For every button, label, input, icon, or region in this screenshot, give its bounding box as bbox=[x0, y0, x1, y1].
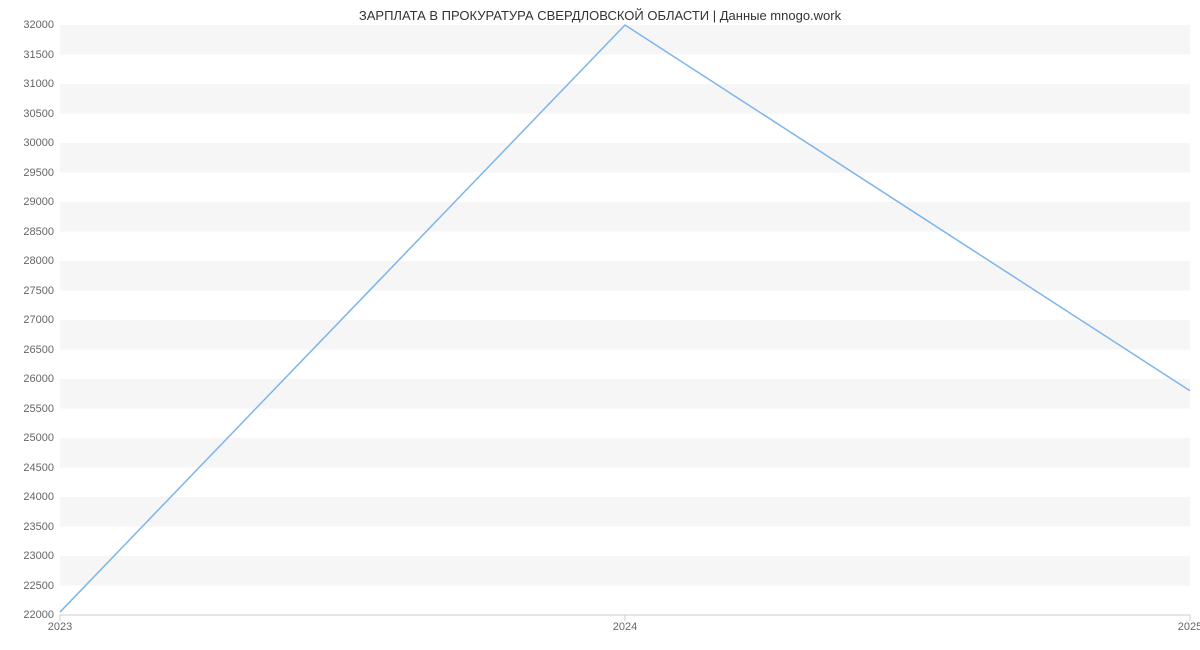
plot-svg bbox=[60, 25, 1190, 615]
chart-title: ЗАРПЛАТА В ПРОКУРАТУРА СВЕРДЛОВСКОЙ ОБЛА… bbox=[0, 8, 1200, 23]
y-tick-label: 26500 bbox=[23, 344, 60, 356]
y-tick-label: 31000 bbox=[23, 78, 60, 90]
plot-area: 2200022500230002350024000245002500025500… bbox=[60, 25, 1190, 615]
y-tick-label: 28000 bbox=[23, 255, 60, 267]
x-tick-label: 2024 bbox=[613, 615, 637, 633]
y-tick-label: 24000 bbox=[23, 491, 60, 503]
x-tick-label: 2023 bbox=[48, 615, 72, 633]
y-tick-label: 27500 bbox=[23, 285, 60, 297]
grid-band bbox=[60, 320, 1190, 350]
y-tick-label: 26000 bbox=[23, 373, 60, 385]
grid-band bbox=[60, 556, 1190, 586]
grid-band bbox=[60, 25, 1190, 55]
y-tick-label: 28500 bbox=[23, 226, 60, 238]
y-tick-label: 25500 bbox=[23, 403, 60, 415]
y-tick-label: 24500 bbox=[23, 462, 60, 474]
grid-band bbox=[60, 143, 1190, 173]
y-tick-label: 30500 bbox=[23, 108, 60, 120]
grid-band bbox=[60, 261, 1190, 291]
salary-line-chart: ЗАРПЛАТА В ПРОКУРАТУРА СВЕРДЛОВСКОЙ ОБЛА… bbox=[0, 0, 1200, 650]
y-tick-label: 25000 bbox=[23, 432, 60, 444]
grid-band bbox=[60, 84, 1190, 114]
y-tick-label: 31500 bbox=[23, 49, 60, 61]
y-tick-label: 22500 bbox=[23, 580, 60, 592]
grid-band bbox=[60, 379, 1190, 409]
y-tick-label: 29000 bbox=[23, 196, 60, 208]
y-tick-label: 29500 bbox=[23, 167, 60, 179]
grid-band bbox=[60, 497, 1190, 527]
x-tick-label: 2025 bbox=[1178, 615, 1200, 633]
y-tick-label: 32000 bbox=[23, 19, 60, 31]
y-tick-label: 30000 bbox=[23, 137, 60, 149]
grid-band bbox=[60, 202, 1190, 232]
y-tick-label: 23500 bbox=[23, 521, 60, 533]
grid-band bbox=[60, 438, 1190, 468]
y-tick-label: 27000 bbox=[23, 314, 60, 326]
y-tick-label: 23000 bbox=[23, 550, 60, 562]
